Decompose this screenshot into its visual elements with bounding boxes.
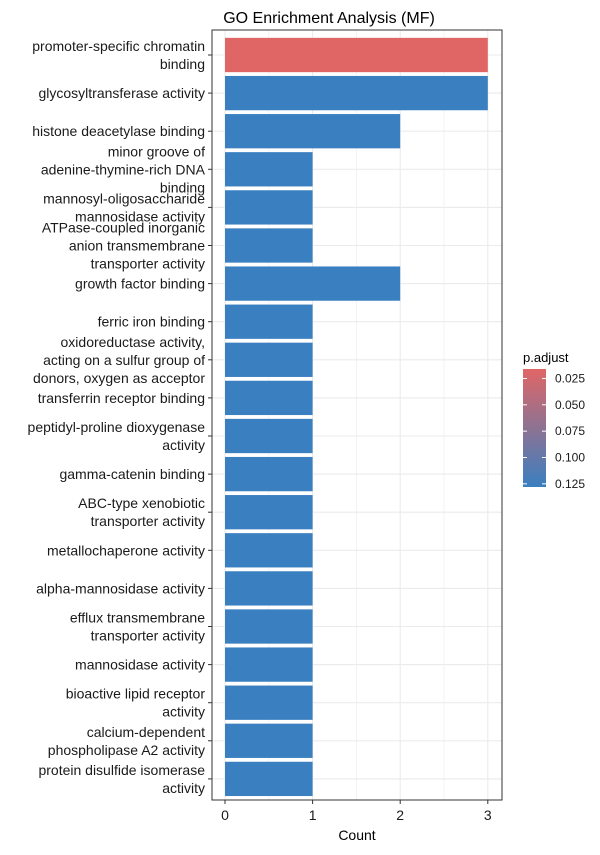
x-tick-label: 0: [221, 807, 229, 823]
y-tick-label: calcium-dependent: [87, 724, 205, 740]
legend-tick-label: 0.125: [555, 477, 585, 491]
y-tick-label: protein disulfide isomerase: [38, 762, 205, 778]
y-tick-label: minor groove of: [108, 143, 205, 159]
y-tick-label: transferrin receptor binding: [38, 390, 205, 406]
legend-tick-label: 0.025: [555, 371, 585, 385]
y-tick-label: metallochaperone activity: [47, 542, 205, 558]
legend-ticks: 0.025 0.050 0.075 0.100 0.125: [523, 371, 585, 491]
bar: [225, 685, 313, 720]
bar: [225, 152, 313, 187]
x-axis: 0 1 2 3: [221, 800, 492, 823]
bar: [225, 342, 313, 377]
y-tick-label: growth factor binding: [75, 276, 205, 292]
y-tick-label: donors, oxygen as acceptor: [33, 370, 205, 386]
legend-tick-label: 0.050: [555, 398, 585, 412]
y-tick-label: transporter activity: [91, 513, 205, 529]
y-tick-label: transporter activity: [91, 256, 205, 272]
y-tick-label: phospholipase A2 activity: [48, 742, 205, 758]
y-tick-label: binding: [160, 56, 205, 72]
bar: [225, 647, 313, 682]
y-tick-label: gamma-catenin binding: [59, 466, 205, 482]
bar: [225, 609, 313, 644]
y-tick-label: activity: [162, 704, 205, 720]
y-tick-label: histone deacetylase binding: [32, 123, 205, 139]
y-tick-label: alpha-mannosidase activity: [36, 580, 205, 596]
y-tick-label: adenine-thymine-rich DNA: [41, 161, 206, 177]
bar: [225, 380, 313, 416]
x-tick-label: 3: [484, 807, 492, 823]
y-tick-label: ABC-type xenobiotic: [78, 495, 205, 511]
bar: [225, 418, 313, 454]
x-tick-label: 1: [309, 807, 317, 823]
y-axis-labels: promoter-specific chromatin binding glycos…: [28, 38, 212, 796]
y-tick-label: activity: [162, 437, 205, 453]
chart-title: GO Enrichment Analysis (MF): [223, 10, 435, 27]
y-tick-label: activity: [162, 780, 205, 796]
y-tick-label: mannosidase activity: [75, 657, 205, 673]
x-tick-label: 2: [396, 807, 404, 823]
bar-layer: [225, 37, 488, 797]
y-tick-label: acting on a sulfur group of: [43, 352, 205, 368]
bar: [225, 266, 401, 301]
legend-title: p.adjust: [523, 350, 569, 365]
x-axis-title: Count: [338, 827, 375, 843]
y-tick-label: glycosyltransferase activity: [38, 85, 205, 101]
bar: [225, 533, 313, 568]
y-tick-label: promoter-specific chromatin: [32, 38, 205, 54]
y-tick-label: ferric iron binding: [98, 314, 205, 330]
bar: [225, 114, 401, 149]
y-tick-label: mannosidase activity: [75, 208, 205, 224]
panel-border: [211, 29, 503, 801]
bar: [225, 37, 488, 73]
bar: [225, 571, 313, 606]
bar: [225, 495, 313, 530]
bar: [225, 228, 313, 263]
y-tick-label: mannosyl-oligosaccharide: [43, 190, 205, 206]
legend-tick-label: 0.100: [555, 451, 585, 465]
legend-colorbar: [523, 369, 546, 487]
bar: [225, 723, 313, 758]
bar: [225, 190, 313, 225]
y-tick-label: binding: [160, 179, 205, 195]
legend-tick-label: 0.075: [555, 424, 585, 438]
y-tick-label: transporter activity: [91, 628, 205, 644]
y-tick-label: anion transmembrane: [69, 238, 205, 254]
bar: [225, 761, 313, 797]
y-tick-label: efflux transmembrane: [70, 610, 205, 626]
legend: p.adjust 0.025 0.050 0.075 0.100 0.125: [523, 350, 585, 491]
bar: [225, 456, 313, 492]
y-tick-label: peptidyl-proline dioxygenase: [28, 419, 206, 435]
y-tick-label: ATPase-coupled inorganic: [42, 220, 205, 236]
bar: [225, 75, 488, 111]
y-tick-label: bioactive lipid receptor: [66, 686, 206, 702]
bar: [225, 304, 313, 339]
y-tick-label: oxidoreductase activity,: [61, 334, 205, 350]
